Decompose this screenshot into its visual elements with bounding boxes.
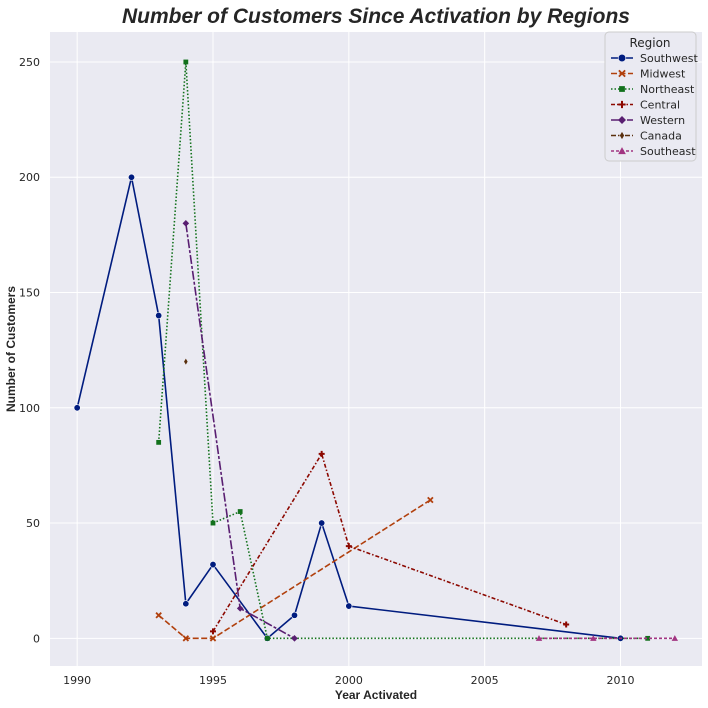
legend-item-northeast: Northeast	[611, 83, 695, 96]
data-point	[264, 635, 270, 641]
legend-box	[604, 31, 697, 162]
legend-item-central: Central	[611, 99, 680, 112]
data-point	[345, 543, 352, 550]
y-tick-label: 0	[33, 632, 40, 645]
legend-label: Southwest	[640, 52, 698, 65]
y-tick-label: 50	[26, 517, 40, 530]
data-point	[209, 561, 217, 569]
x-tick-label: 2005	[471, 674, 499, 687]
legend-label: Midwest	[640, 68, 686, 81]
data-point	[182, 220, 190, 227]
x-axis-label: Year Activated	[335, 688, 417, 702]
data-point	[618, 69, 626, 78]
series-southeast	[535, 635, 679, 641]
legend-label: Central	[640, 99, 680, 112]
series-line-midwest	[158, 499, 431, 640]
y-tick-label: 200	[19, 171, 40, 184]
data-point	[619, 86, 625, 92]
legend-label: Canada	[640, 130, 682, 143]
x-tick-label: 1995	[199, 674, 227, 687]
x-tick-label: 1990	[63, 674, 91, 687]
data-point	[182, 600, 190, 608]
data-point	[237, 509, 243, 514]
data-point	[155, 612, 162, 619]
data-point	[618, 100, 626, 109]
data-point	[563, 621, 570, 628]
series-line-southwest	[76, 176, 621, 640]
legend-item-southeast: Southeast	[611, 145, 696, 158]
legend-label: Southeast	[640, 145, 696, 158]
data-point	[182, 635, 190, 642]
y-tick-label: 100	[19, 402, 40, 415]
data-point	[671, 635, 679, 641]
data-point	[290, 611, 298, 619]
legend-item-southwest: Southwest	[611, 52, 698, 65]
data-point	[590, 635, 597, 641]
data-point	[155, 312, 163, 320]
data-point	[291, 635, 298, 642]
data-point	[617, 53, 627, 63]
legend-items: Southwest Midwest Northeast Central Western C…	[611, 52, 698, 158]
data-point	[128, 173, 136, 181]
data-point	[156, 439, 162, 445]
data-point	[619, 131, 625, 140]
data-point	[183, 59, 189, 65]
data-point	[209, 635, 217, 642]
gridlines	[50, 32, 702, 666]
series-western	[182, 220, 298, 642]
series-canada	[184, 358, 188, 365]
y-tick-label: 150	[19, 287, 40, 300]
data-point	[645, 635, 651, 641]
data-point	[318, 519, 326, 527]
legend-item-canada: Canada	[611, 130, 682, 143]
plot-background	[50, 32, 702, 666]
legend-title: Region	[629, 36, 670, 50]
series-southwest	[73, 173, 624, 642]
data-point	[210, 520, 216, 526]
data-point	[535, 635, 543, 641]
tick-labels: 1990 1995 2000 2005 2010 0 50 100 150 200 250	[19, 56, 635, 687]
data-point	[345, 602, 353, 610]
y-axis-label: Number of Customers	[4, 286, 18, 412]
data-point	[318, 450, 325, 457]
legend-label: Western	[640, 114, 685, 127]
data-point	[427, 496, 434, 504]
data-point	[73, 404, 81, 412]
series-layer	[73, 59, 679, 642]
legend-item-western: Western	[611, 114, 685, 127]
data-point	[184, 358, 188, 365]
chart-title: Number of Customers Since Activation by …	[122, 5, 630, 28]
data-point	[618, 147, 626, 155]
x-tick-label: 2010	[607, 674, 635, 687]
data-point	[210, 628, 216, 635]
data-point	[236, 605, 244, 612]
y-tick-label: 250	[19, 56, 40, 69]
series-midwest	[155, 496, 434, 642]
legend-item-midwest: Midwest	[611, 68, 686, 81]
legend: Region Southwest Midwest Northeast Central W…	[604, 31, 698, 162]
legend-label: Northeast	[640, 83, 695, 96]
data-point	[618, 116, 626, 124]
series-line-central	[212, 453, 567, 632]
x-tick-label: 2000	[335, 674, 363, 687]
series-central	[210, 450, 570, 635]
